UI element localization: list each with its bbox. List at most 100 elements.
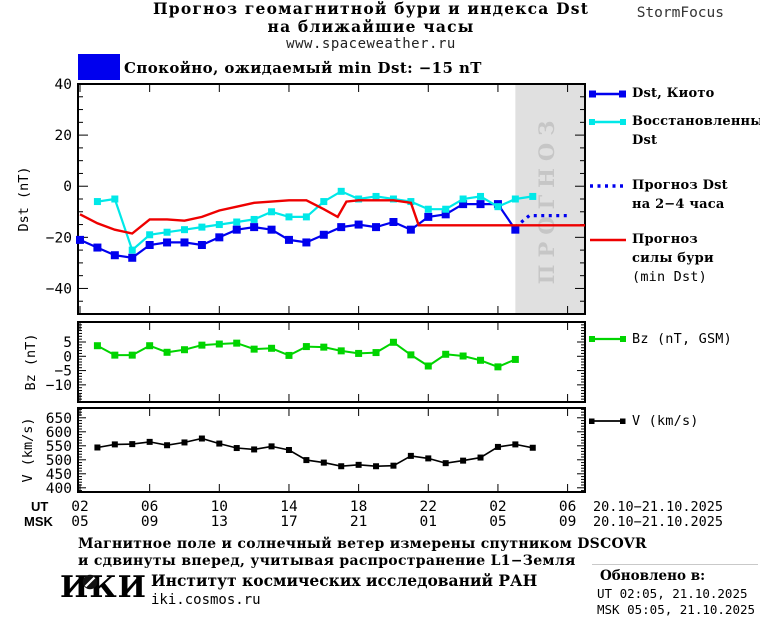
storm-level-color-swatch <box>78 54 120 80</box>
svg-text:−40: −40 <box>46 281 72 297</box>
updated-ut-time: UT 02:05, 21.10.2025 <box>597 586 748 601</box>
dst-axes <box>78 83 585 315</box>
ut-date-range: 20.10−21.10.2025 <box>593 499 724 515</box>
data-note-line1: Магнитное поле и солнечный ветер измерен… <box>78 536 647 552</box>
svg-text:10: 10 <box>211 499 228 515</box>
svg-text:600: 600 <box>46 425 72 441</box>
legend-item-forecast-dst: Прогноз Dst <box>588 178 728 193</box>
updated-label: Обновлено в: <box>600 568 706 584</box>
v-axis-label: V (km/s) <box>20 417 36 483</box>
iki-logo: ИКИ <box>60 570 147 605</box>
svg-text:450: 450 <box>46 467 72 483</box>
bz-frame <box>77 321 586 403</box>
dst-series <box>93 187 537 254</box>
svg-text:05: 05 <box>71 514 88 530</box>
svg-text:5: 5 <box>63 335 72 351</box>
dst-series <box>76 200 520 262</box>
legend-label: V (km/s) <box>632 413 699 429</box>
svg-text:500: 500 <box>46 453 72 469</box>
bz-series <box>93 338 519 371</box>
svg-text:02: 02 <box>71 499 88 515</box>
svg-text:0: 0 <box>63 349 72 365</box>
svg-text:400: 400 <box>46 481 72 497</box>
dst-axis-label: Dst (nT) <box>16 166 32 232</box>
brand-label: StormFocus <box>636 5 724 21</box>
svg-text:09: 09 <box>559 514 576 530</box>
series-line <box>79 199 585 235</box>
msk-date-range: 20.10−21.10.2025 <box>593 514 724 530</box>
svg-text:−5: −5 <box>55 364 72 380</box>
updated-msk-time: MSK 05:05, 21.10.2025 <box>597 602 756 617</box>
page-title-line1: Прогноз геомагнитной бури и индекса Dst <box>152 0 590 18</box>
header: Прогноз геомагнитной бури и индекса Dst … <box>0 0 742 53</box>
svg-text:22: 22 <box>420 499 437 515</box>
updated-separator <box>592 564 758 565</box>
legend-item-bz: Bz (nT, GSM) <box>588 331 732 347</box>
svg-text:550: 550 <box>46 439 72 455</box>
data-note-line2: и сдвинуты вперед, учитывая распростране… <box>78 553 576 569</box>
legend-item-v: V (km/s) <box>588 413 699 429</box>
institute-site-url: iki.cosmos.ru <box>151 592 261 608</box>
svg-text:20: 20 <box>55 128 72 144</box>
series-line <box>79 203 517 259</box>
svg-text:01: 01 <box>420 514 437 530</box>
forecast-region <box>515 84 585 314</box>
svg-text:06: 06 <box>141 499 158 515</box>
svg-text:−10: −10 <box>46 378 72 394</box>
svg-text:650: 650 <box>46 411 72 427</box>
forecast-dst-dotted-swatch <box>590 183 626 188</box>
series-line <box>97 437 533 468</box>
svg-text:05: 05 <box>489 514 506 530</box>
bz-axis-label: Bz (nT) <box>23 333 39 391</box>
dst-series <box>514 214 572 229</box>
institute-name: Институт космических исследований РАН <box>151 571 538 590</box>
legend-label-storm-line3: (min Dst) <box>632 269 707 285</box>
msk-row-label: MSK <box>24 514 53 529</box>
svg-text:0: 0 <box>63 179 72 195</box>
svg-text:14: 14 <box>280 499 298 515</box>
storm-forecast-line-swatch <box>590 238 626 241</box>
svg-text:06: 06 <box>559 499 576 515</box>
legend-label-restored-dst-line2: Dst <box>632 133 658 148</box>
dst-kyoto-line-swatch <box>589 90 626 97</box>
svg-text:40: 40 <box>55 77 72 93</box>
storm-status-text: Спокойно, ожидаемый min Dst: −15 nT <box>124 59 482 77</box>
legend-label: Dst, Киото <box>632 86 715 101</box>
page-title-line2: на ближайшие часы <box>267 17 475 36</box>
bz-chart-panel: 50−5−10 <box>46 321 586 403</box>
dst-series <box>79 199 585 235</box>
svg-text:−20: −20 <box>46 230 72 246</box>
iki-logo-circle-icon <box>82 574 98 590</box>
bz-line-swatch <box>589 336 626 342</box>
v-axes <box>78 408 585 492</box>
restored-dst-line-swatch <box>589 118 626 125</box>
legend-item-restored-dst: Восстановленный <box>588 114 760 129</box>
v-frame <box>77 407 586 493</box>
svg-text:17: 17 <box>280 514 297 530</box>
svg-text:09: 09 <box>141 514 158 530</box>
svg-text:13: 13 <box>211 514 228 530</box>
legend-item-dst-kyoto: Dst, Киото <box>588 86 715 101</box>
legend-label: Bz (nT, GSM) <box>632 331 732 347</box>
source-site-url: www.spaceweather.ru <box>286 36 456 52</box>
v-series <box>94 435 536 470</box>
dst-frame <box>77 83 586 315</box>
v-line-swatch <box>589 418 626 424</box>
series-line <box>97 190 533 253</box>
forecast-watermark: ПРОГНОЗ <box>534 114 559 285</box>
legend-item-storm-forecast: Прогноз <box>588 232 698 247</box>
legend-label: Прогноз <box>632 232 698 247</box>
legend-label-storm-line2: силы бури <box>632 251 714 266</box>
svg-text:18: 18 <box>350 499 367 515</box>
legend-label-forecast-line2: на 2−4 часа <box>632 197 725 212</box>
ut-row-label: UT <box>31 499 49 514</box>
svg-text:21: 21 <box>350 514 367 530</box>
dst-chart-panel: ПРОГНОЗ 40 20 0 −20 −40 <box>46 77 586 315</box>
x-axis-tick-labels: 02 06 10 14 18 22 02 06 05 09 13 17 21 01 05 09 <box>71 499 576 530</box>
series-line <box>514 214 572 229</box>
legend-label: Прогноз Dst <box>632 178 728 193</box>
svg-text:02: 02 <box>489 499 506 515</box>
